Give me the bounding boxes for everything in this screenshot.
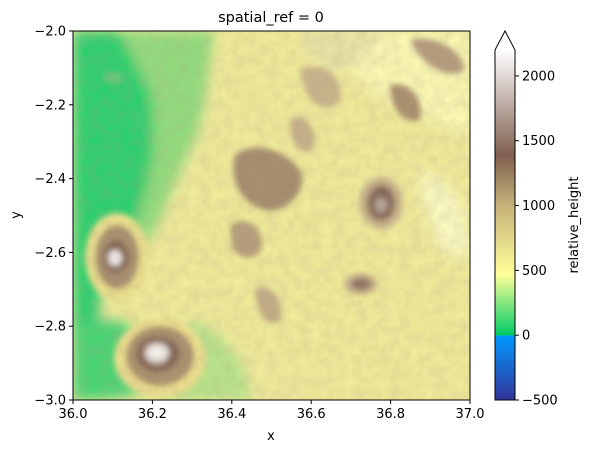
colorbar-frame xyxy=(494,29,516,401)
x-tick-label: 36.6 xyxy=(297,407,326,422)
chart-title: spatial_ref = 0 xyxy=(218,10,324,26)
y-tick-label: −2.4 xyxy=(34,172,66,187)
colorbar-extend-arrow xyxy=(495,31,515,50)
y-tick-label: −2.0 xyxy=(34,25,66,40)
colorbar-gradient xyxy=(495,50,515,400)
colorbar-tick-label: −500 xyxy=(522,394,558,409)
colorbar-ticks: −500 0 500 1000 1500 2000 xyxy=(515,69,558,409)
x-axis-label: x xyxy=(267,429,275,444)
y-tick-label: −2.8 xyxy=(34,320,66,335)
y-tick-label: −2.2 xyxy=(34,98,66,113)
heatmap-image xyxy=(73,31,470,400)
x-tick-label: 36.0 xyxy=(59,407,88,422)
colorbar-tick-label: 500 xyxy=(522,264,547,279)
x-tick-label: 36.8 xyxy=(376,407,405,422)
y-tick-label: −2.6 xyxy=(34,246,66,261)
colorbar-tick-label: 1000 xyxy=(522,199,555,214)
x-tick-label: 37.0 xyxy=(456,407,485,422)
plot-frame xyxy=(72,30,471,401)
x-tick-label: 36.4 xyxy=(217,407,246,422)
colorbar: −500 0 500 1000 1500 2000 relative_height xyxy=(494,29,582,409)
colorbar-tick-label: 2000 xyxy=(522,69,555,84)
y-tick-label: −3.0 xyxy=(34,394,66,409)
y-axis-label: y xyxy=(9,211,24,219)
y-axis: −2.0 −2.2 −2.4 −2.6 −2.8 −3.0 xyxy=(34,25,73,409)
x-axis: 36.0 36.2 36.4 36.6 36.8 37.0 xyxy=(59,400,485,422)
colorbar-tick-label: 1500 xyxy=(522,134,555,149)
colorbar-tick-label: 0 xyxy=(522,329,530,344)
x-tick-label: 36.2 xyxy=(138,407,167,422)
colorbar-label: relative_height xyxy=(567,177,582,274)
